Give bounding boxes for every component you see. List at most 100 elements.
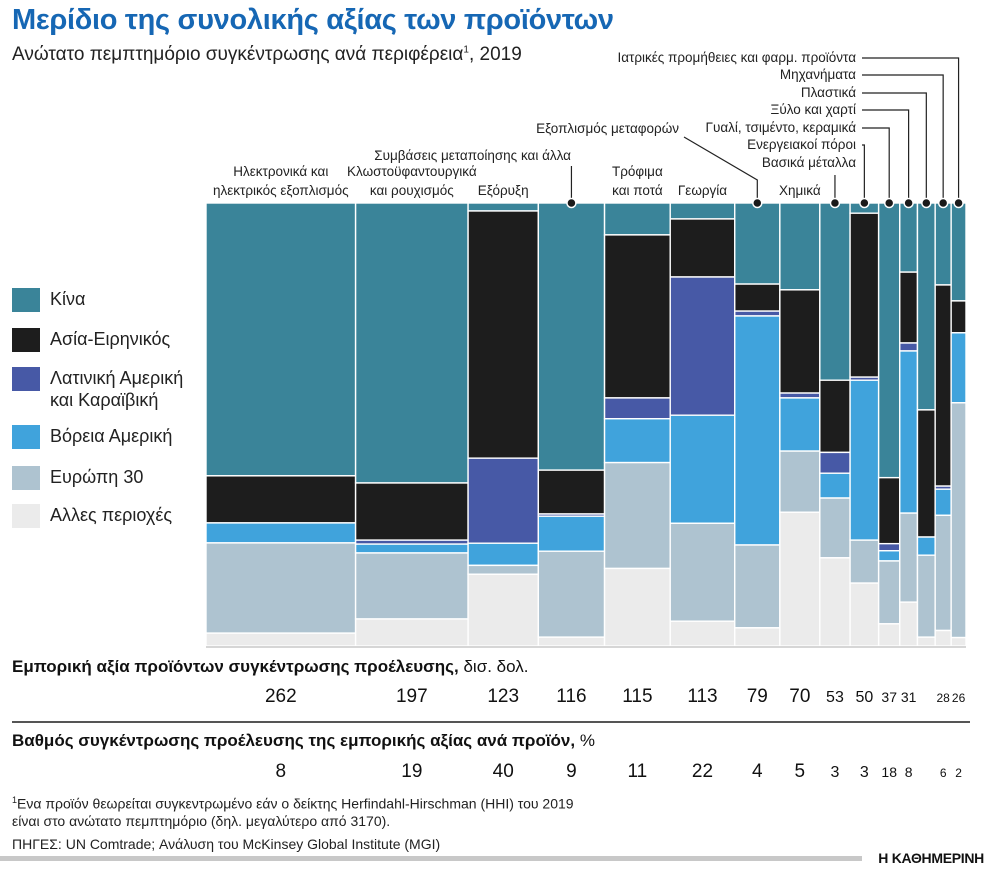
segment — [899, 512, 919, 603]
column — [603, 202, 671, 647]
segment — [779, 392, 821, 399]
segment — [877, 542, 901, 552]
segment — [950, 636, 967, 647]
trade-value-label: 28 — [936, 691, 950, 705]
footnote: 1Ενα προϊόν θεωρείται συγκεντρωμένο εάν … — [12, 792, 574, 830]
concentration-label: 5 — [795, 761, 806, 782]
trade-value-label: 50 — [855, 689, 873, 706]
segment — [205, 542, 357, 634]
segment — [669, 276, 736, 416]
segment — [916, 202, 936, 411]
trade-value-label: 197 — [396, 686, 428, 707]
segment — [779, 397, 821, 452]
column — [877, 202, 901, 647]
segment — [916, 409, 936, 538]
segment — [603, 234, 671, 399]
segment — [916, 536, 936, 556]
leader-dot — [921, 197, 932, 209]
legend-swatch — [12, 367, 40, 391]
segment — [877, 202, 901, 479]
segment — [467, 542, 540, 567]
trade-value-unit: δισ. δολ. — [458, 657, 529, 676]
segment — [950, 402, 967, 639]
segment — [669, 218, 736, 278]
segment — [950, 332, 967, 404]
segment — [467, 573, 540, 647]
category-label: Μηχανήματα — [780, 67, 856, 82]
category-label: Γυαλί, τσιμέντο, κεραμικά — [706, 120, 857, 135]
legend-swatch — [12, 288, 40, 312]
concentration-label: 2 — [955, 766, 962, 780]
trade-value-label: 70 — [789, 686, 810, 707]
segment — [354, 618, 469, 647]
trade-value-label: 37 — [881, 689, 897, 705]
segment — [734, 544, 781, 629]
column — [354, 202, 469, 647]
legend-swatch — [12, 328, 40, 352]
segment — [537, 469, 606, 515]
segment — [899, 350, 919, 514]
legend-item: Κίνα — [12, 288, 85, 312]
column — [669, 202, 736, 647]
segment — [669, 522, 736, 622]
segment — [537, 515, 606, 552]
segment — [537, 550, 606, 638]
segment — [779, 202, 821, 291]
segment — [899, 202, 919, 273]
leader-dot — [903, 197, 914, 209]
concentration-row-title: Βαθμός συγκέντρωσης προέλευσης της εμπορ… — [12, 731, 595, 751]
category-label: Χημικά — [779, 183, 821, 198]
segment — [467, 202, 540, 212]
legend-swatch — [12, 425, 40, 449]
category-label: Ηλεκτρονικά και — [233, 164, 328, 179]
segment — [779, 289, 821, 394]
column — [950, 202, 967, 647]
segment — [934, 629, 952, 647]
sources: ΠΗΓΕΣ: UN Comtrade; Ανάλυση του McKinsey… — [12, 836, 441, 852]
leader-dot — [883, 197, 895, 209]
leader-line — [862, 127, 890, 203]
leader-dot — [859, 197, 870, 209]
segment — [899, 342, 919, 352]
segment — [603, 202, 671, 236]
column — [734, 202, 781, 647]
segment — [205, 522, 357, 544]
category-label: Ενεργειακοί πόροι — [747, 137, 856, 152]
concentration-unit: % — [575, 731, 595, 750]
concentration-label: 8 — [905, 764, 913, 780]
trade-value-label: 113 — [687, 686, 717, 707]
segment — [819, 497, 851, 559]
legend-label: Λατινική Αμερική και Καραϊβική — [50, 367, 183, 411]
legend-item: Αλλες περιοχές — [12, 504, 172, 528]
concentration-label: 11 — [628, 761, 648, 782]
trade-value-label: 115 — [622, 686, 652, 707]
legend-label: Βόρεια Αμερική — [50, 426, 173, 446]
segment — [877, 560, 901, 625]
segment — [467, 564, 540, 575]
segment — [205, 475, 357, 524]
leader-line — [862, 57, 960, 203]
column — [916, 202, 936, 647]
segment — [603, 397, 671, 420]
category-label: Συμβάσεις μεταποίησης και άλλα — [374, 148, 571, 163]
segment — [934, 488, 952, 517]
leader-dot — [752, 197, 763, 209]
column — [537, 202, 606, 647]
column — [467, 202, 540, 647]
legend-item: Λατινική Αμερική και Καραϊβική — [12, 367, 183, 411]
column — [779, 202, 821, 647]
legend-swatch — [12, 504, 40, 528]
segment — [819, 202, 851, 381]
segment — [877, 623, 901, 647]
bottom-rule — [0, 856, 862, 861]
legend-label: Ευρώπη 30 — [50, 467, 144, 487]
segment — [734, 283, 781, 312]
column — [934, 202, 952, 647]
category-label: Τρόφιμα — [612, 164, 663, 179]
segment — [950, 202, 967, 302]
category-label: και ρουχισμός — [370, 183, 454, 198]
segment — [734, 202, 781, 285]
concentration-label: 6 — [940, 766, 947, 780]
category-label: Ιατρικές προμήθειες και φαρμ. προϊόντα — [617, 50, 856, 65]
